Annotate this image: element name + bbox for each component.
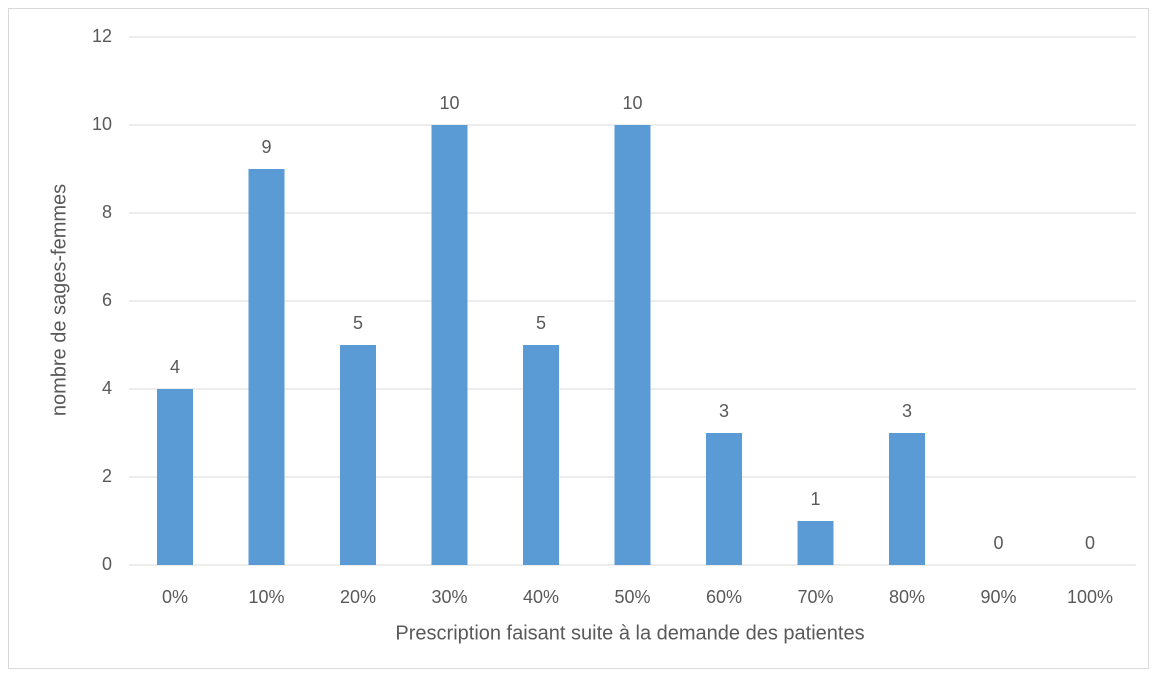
x-tick-label: 40% xyxy=(523,587,559,607)
bar xyxy=(797,521,834,565)
y-tick-label: 0 xyxy=(102,554,112,574)
bar xyxy=(157,389,193,565)
bar xyxy=(340,345,376,565)
y-tick-label: 2 xyxy=(102,466,112,486)
x-tick-label: 0% xyxy=(162,587,188,607)
y-tick-label: 4 xyxy=(102,378,112,398)
x-tick-label: 100% xyxy=(1067,587,1113,607)
bar xyxy=(248,169,285,565)
data-label: 9 xyxy=(261,137,271,157)
data-label: 10 xyxy=(439,93,459,113)
x-tick-label: 30% xyxy=(431,587,467,607)
bar xyxy=(431,125,468,565)
data-label: 0 xyxy=(993,533,1003,553)
x-tick-label: 20% xyxy=(340,587,376,607)
x-tick-label: 80% xyxy=(889,587,925,607)
data-label: 10 xyxy=(622,93,642,113)
y-axis-title: nombre de sages-femmes xyxy=(48,184,70,416)
data-label: 0 xyxy=(1085,533,1095,553)
x-tick-label: 90% xyxy=(980,587,1016,607)
y-tick-label: 10 xyxy=(92,114,112,134)
data-label: 3 xyxy=(719,401,729,421)
chart-border xyxy=(8,8,1149,669)
y-tick-label: 12 xyxy=(92,26,112,46)
y-tick-label: 6 xyxy=(102,290,112,310)
bar xyxy=(614,125,651,565)
y-tick-label: 8 xyxy=(102,202,112,222)
x-tick-label: 10% xyxy=(248,587,284,607)
bar xyxy=(706,433,742,565)
data-label: 1 xyxy=(810,489,820,509)
x-tick-label: 60% xyxy=(706,587,742,607)
x-tick-label: 50% xyxy=(614,587,650,607)
data-label: 3 xyxy=(902,401,912,421)
bar xyxy=(889,433,925,565)
x-axis-title: Prescription faisant suite à la demande … xyxy=(395,622,864,644)
data-label: 5 xyxy=(353,313,363,333)
data-label: 4 xyxy=(170,357,180,377)
bar xyxy=(523,345,559,565)
x-tick-label: 70% xyxy=(797,587,833,607)
data-label: 5 xyxy=(536,313,546,333)
